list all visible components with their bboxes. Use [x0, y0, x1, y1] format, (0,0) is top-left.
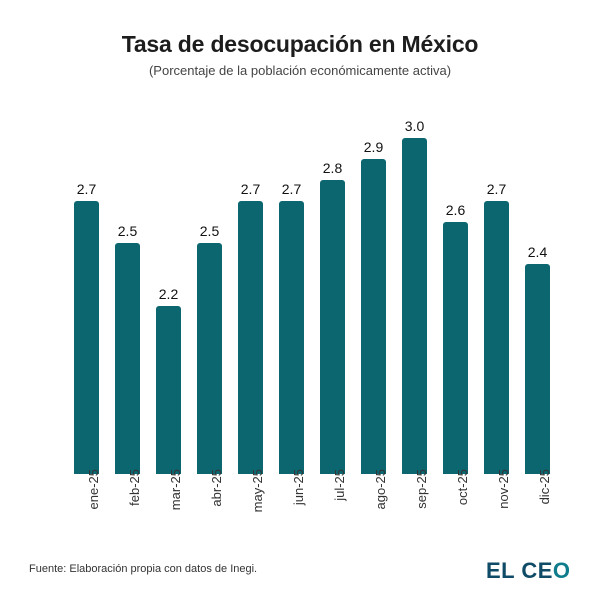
value-label: 2.6 — [445, 202, 466, 218]
value-label: 2.7 — [486, 181, 507, 197]
x-axis-label: feb-25 — [126, 469, 142, 506]
bar-oct-25 — [443, 222, 468, 474]
x-axis-label: nov-25 — [495, 469, 511, 509]
logo-accent: O — [552, 558, 571, 583]
value-label: 2.7 — [76, 181, 97, 197]
value-label: 2.8 — [322, 160, 343, 176]
bar-feb-25 — [115, 243, 140, 474]
source-note: Fuente: Elaboración propia con datos de … — [29, 563, 258, 575]
bar-mar-25 — [156, 306, 181, 474]
value-label: 3.0 — [404, 118, 425, 134]
x-axis-label: jul-25 — [331, 469, 347, 501]
logo-text: EL CE — [486, 558, 553, 583]
bar-jun-25 — [279, 201, 304, 474]
x-axis-label: oct-25 — [454, 469, 470, 506]
value-label: 2.9 — [363, 139, 384, 155]
value-label: 2.4 — [527, 244, 548, 260]
x-axis-label: sep-25 — [413, 469, 429, 509]
bar-sep-25 — [402, 138, 427, 474]
x-axis-label: abr-25 — [208, 469, 224, 507]
x-axis-label: may-25 — [249, 469, 265, 513]
bar-abr-25 — [197, 243, 222, 474]
x-axis-label: jun-25 — [290, 469, 306, 506]
value-label: 2.5 — [117, 223, 138, 239]
el-ceo-logo: EL CEO — [486, 558, 571, 584]
x-axis-label: mar-25 — [167, 469, 183, 511]
x-axis-label: ago-25 — [372, 469, 388, 510]
chart-title: Tasa de desocupación en México — [121, 31, 479, 57]
bar-nov-25 — [484, 201, 509, 474]
x-axis-label: dic-25 — [536, 469, 552, 505]
value-label: 2.7 — [240, 181, 261, 197]
bar-ene-25 — [74, 201, 99, 474]
chart-subtitle: (Porcentaje de la población económicamen… — [148, 63, 452, 78]
value-label: 2.2 — [158, 286, 179, 302]
value-label: 2.5 — [199, 223, 220, 239]
bar-may-25 — [238, 201, 263, 474]
value-label: 2.7 — [281, 181, 302, 197]
bar-dic-25 — [525, 264, 550, 474]
x-axis-label: ene-25 — [85, 469, 101, 510]
bar-jul-25 — [320, 180, 345, 474]
bar-ago-25 — [361, 159, 386, 474]
